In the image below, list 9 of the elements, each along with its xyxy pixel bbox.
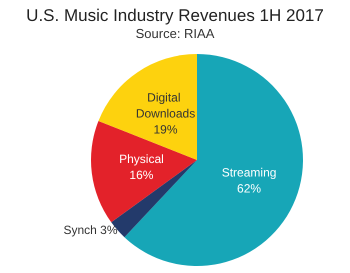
- chart-subtitle: Source: RIAA: [136, 26, 215, 41]
- data-label: 19%: [154, 122, 178, 137]
- chart-title: U.S. Music Industry Revenues 1H 2017: [26, 6, 324, 25]
- data-label: 62%: [237, 182, 262, 196]
- data-label: 16%: [129, 168, 154, 182]
- slice-label: Digital Downloads: [136, 90, 196, 121]
- slice-label: Physical: [119, 152, 164, 166]
- slice-label: Streaming: [222, 166, 276, 180]
- slice-label: Synch 3%: [63, 223, 118, 238]
